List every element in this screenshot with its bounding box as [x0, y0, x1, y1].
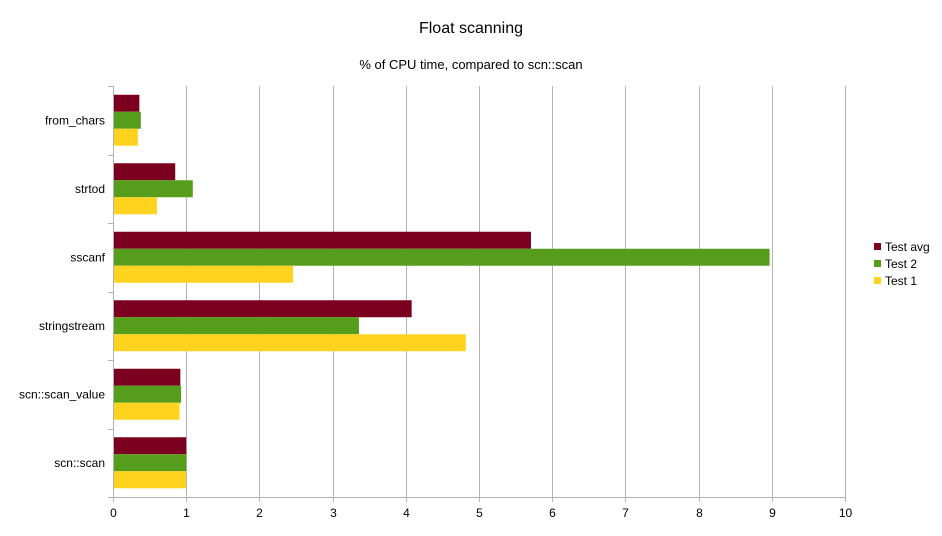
y-tick-label: sscanf: [70, 250, 105, 264]
x-tick-label: 9: [769, 506, 776, 520]
legend-label: Test avg: [885, 240, 930, 254]
bar: [113, 334, 466, 352]
axes: [108, 86, 846, 502]
bar: [113, 317, 359, 335]
x-tick-label: 3: [330, 506, 337, 520]
y-tick-label: stringstream: [39, 319, 105, 333]
legend-swatch: [874, 260, 881, 267]
bar: [113, 248, 770, 266]
bar: [113, 437, 187, 455]
x-tick-label: 7: [622, 506, 629, 520]
x-tick-labels: 0 1 2 3 4 5 6 7 8 9 10: [110, 506, 852, 520]
bars: [113, 94, 770, 489]
bar: [113, 163, 176, 181]
x-tick-label: 4: [403, 506, 410, 520]
legend: Test avg Test 2 Test 1: [874, 240, 930, 288]
x-tick-label: 0: [110, 506, 117, 520]
chart-subtitle: % of CPU time, compared to scn::scan: [359, 57, 582, 72]
bar: [113, 454, 187, 472]
legend-label: Test 2: [885, 257, 917, 271]
bar: [113, 231, 531, 249]
bar: [113, 180, 193, 198]
bar: [113, 197, 157, 215]
y-tick-label: from_chars: [45, 113, 105, 127]
bar: [113, 402, 180, 420]
x-tick-label: 10: [839, 506, 853, 520]
y-tick-label: strtod: [75, 182, 105, 196]
x-tick-label: 5: [476, 506, 483, 520]
chart-title: Float scanning: [419, 20, 523, 37]
x-tick-label: 1: [183, 506, 190, 520]
y-tick-label: scn::scan: [54, 456, 105, 470]
bar: [113, 471, 187, 489]
bar: [113, 300, 412, 318]
grid-lines: [113, 86, 846, 497]
bar: [113, 128, 138, 146]
x-tick-label: 6: [549, 506, 556, 520]
legend-label: Test 1: [885, 274, 917, 288]
x-tick-label: 2: [256, 506, 263, 520]
bar: [113, 265, 294, 283]
y-tick-label: scn::scan_value: [19, 387, 105, 401]
bar: [113, 385, 182, 403]
x-tick-label: 8: [696, 506, 703, 520]
y-tick-labels: from_charsstrtodsscanfstringstreamscn::s…: [19, 113, 106, 470]
legend-swatch: [874, 277, 881, 284]
bar: [113, 368, 181, 386]
bar: [113, 111, 141, 129]
legend-swatch: [874, 243, 881, 250]
bar: [113, 94, 140, 112]
